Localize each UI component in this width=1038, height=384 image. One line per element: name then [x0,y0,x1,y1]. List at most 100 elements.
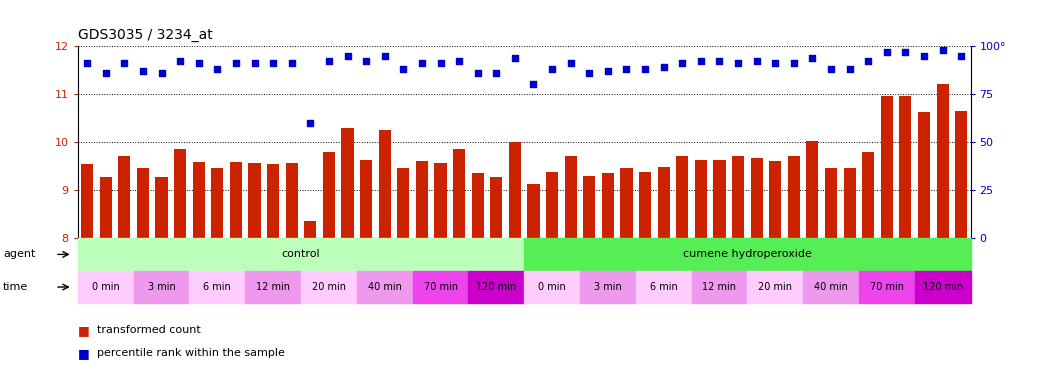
Bar [323,152,335,384]
Bar [621,167,632,384]
Bar [398,169,409,384]
Text: 0 min: 0 min [92,282,119,292]
Bar [468,271,524,303]
Text: percentile rank within the sample: percentile rank within the sample [97,348,284,358]
Bar [899,96,911,384]
Bar [245,271,301,303]
Point [916,53,932,59]
Point [265,60,281,66]
Bar [416,161,428,384]
Bar [936,84,949,384]
Bar [248,163,261,384]
Bar [301,271,357,303]
Bar [881,96,893,384]
Bar [788,156,800,384]
Text: 6 min: 6 min [650,282,678,292]
Point [674,60,690,66]
Point [413,60,430,66]
Bar [602,173,613,384]
Point [544,66,561,72]
Point [302,120,319,126]
Bar [78,271,134,303]
Point [227,60,244,66]
Point [377,53,393,59]
Bar [658,167,670,384]
Point [321,58,337,65]
Text: 120 min: 120 min [923,282,962,292]
Point [135,68,152,74]
Text: time: time [3,282,28,292]
Bar [304,221,317,384]
Bar [732,156,744,384]
Point [878,49,895,55]
Bar [750,158,763,384]
Point [600,68,617,74]
Bar [844,167,855,384]
Bar [580,271,635,303]
Point [748,58,765,65]
Text: 20 min: 20 min [311,282,346,292]
Text: GDS3035 / 3234_at: GDS3035 / 3234_at [78,28,213,42]
Point [98,70,114,76]
Bar [918,112,930,384]
Bar [435,163,446,384]
Bar [524,271,580,303]
Bar [379,130,390,384]
Bar [490,177,502,384]
Bar [342,127,354,384]
Point [804,55,821,61]
Bar [285,163,298,384]
Bar [713,161,726,384]
Bar [134,271,189,303]
Bar [189,271,245,303]
Bar [546,172,558,384]
Point [859,58,876,65]
Point [692,58,709,65]
Bar [193,162,204,384]
Text: agent: agent [3,249,35,260]
Point [246,60,263,66]
Point [897,49,913,55]
Bar [360,161,373,384]
Point [581,70,598,76]
Bar [137,169,149,384]
Bar [691,271,747,303]
Point [190,60,207,66]
Text: 70 min: 70 min [424,282,458,292]
Point [655,64,672,70]
Bar [118,156,131,384]
Bar [229,162,242,384]
Point [395,66,412,72]
Bar [803,271,858,303]
Bar [639,172,651,384]
Point [339,53,356,59]
Point [953,53,969,59]
Text: 40 min: 40 min [814,282,848,292]
Text: ■: ■ [78,324,89,337]
Point [358,58,375,65]
Text: 70 min: 70 min [870,282,904,292]
Point [842,66,858,72]
Text: cumene hydroperoxide: cumene hydroperoxide [683,249,812,260]
Point [767,60,784,66]
Bar [676,156,688,384]
Point [154,70,170,76]
Bar [955,111,967,384]
Bar [413,271,468,303]
Point [469,70,486,76]
Text: 0 min: 0 min [539,282,566,292]
Point [488,70,504,76]
Bar [524,238,971,271]
Bar [565,156,577,384]
Point [116,60,133,66]
Bar [825,167,837,384]
Point [563,60,579,66]
Point [711,58,728,65]
Text: 12 min: 12 min [703,282,737,292]
Text: 120 min: 120 min [476,282,516,292]
Bar [583,175,596,384]
Point [636,66,653,72]
Bar [807,141,819,384]
Bar [357,271,413,303]
Bar [863,152,874,384]
